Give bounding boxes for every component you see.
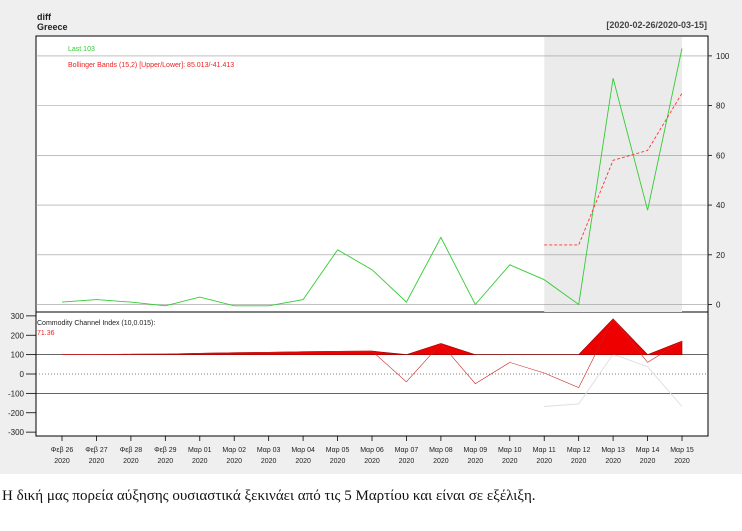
bollinger-label: Bollinger Bands (15,2) [Upper/Lower]: 85… (68, 62, 234, 69)
chart-svg: 0 20 40 60 80 100 300 200 100 0 -100 -200 -300 Φεβ 26… (8, 12, 730, 465)
xtick-year: 2020 (364, 458, 380, 465)
xtick-label: Μαρ 14 (636, 447, 660, 454)
chart-area: 0 20 40 60 80 100 300 200 100 0 -100 -200 -300 Φεβ 26… (0, 0, 742, 474)
xtick-label: Μαρ 12 (567, 447, 591, 454)
main-ytick-label: 60 (716, 151, 725, 160)
xtick-label: Μαρ 08 (429, 447, 453, 454)
xtick-label: Μαρ 01 (188, 447, 212, 454)
xtick-label: Μαρ 09 (464, 447, 488, 454)
xtick-year: 2020 (605, 458, 621, 465)
xtick-year: 2020 (226, 458, 242, 465)
xtick-year: 2020 (433, 458, 449, 465)
cci-ytick-label: 100 (11, 351, 25, 360)
last-label: Last 103 (68, 46, 95, 53)
xtick-label: Φεβ 27 (85, 447, 108, 454)
xtick-label: Φεβ 26 (51, 447, 74, 454)
cci-ytick-label: -200 (8, 409, 25, 418)
xtick-year: 2020 (674, 458, 690, 465)
cci-ytick-label: 200 (11, 331, 25, 340)
xtick-year: 2020 (192, 458, 208, 465)
xtick-label: Μαρ 11 (533, 447, 556, 454)
caption-text: Η δική μας πορεία αύξησης ουσιαστικά ξεκ… (2, 488, 536, 504)
cci-ytick-label: 0 (20, 370, 25, 379)
main-ytick-label: 20 (716, 251, 725, 260)
xtick-year: 2020 (536, 458, 552, 465)
xtick-year: 2020 (54, 458, 70, 465)
main-ytick-label: 0 (716, 301, 721, 310)
xtick-label: Μαρ 04 (291, 447, 315, 454)
xtick-year: 2020 (640, 458, 656, 465)
cci-line (62, 318, 683, 388)
chart-subtitle: Greece (37, 22, 68, 32)
xtick-year: 2020 (571, 458, 587, 465)
cci-label: Commodity Channel Index (10,0.015): (37, 320, 155, 327)
xtick-label: Μαρ 07 (395, 447, 419, 454)
xtick-label: Μαρ 10 (498, 447, 522, 454)
xtick-year: 2020 (502, 458, 518, 465)
xtick-label: Μαρ 06 (360, 447, 384, 454)
main-ytick-label: 100 (716, 52, 730, 61)
xtick-year: 2020 (295, 458, 311, 465)
bollinger-band-area (544, 37, 682, 312)
main-series-0 (61, 48, 683, 307)
main-ytick-label: 40 (716, 201, 725, 210)
xtick-label: Φεβ 28 (120, 447, 143, 454)
bollinger-shading (544, 37, 682, 312)
axes: 0 20 40 60 80 100 300 200 100 0 -100 -200 -300 Φεβ 26… (8, 52, 730, 465)
cci-series (61, 318, 683, 388)
xtick-year: 2020 (89, 458, 105, 465)
xtick-year: 2020 (399, 458, 415, 465)
date-range: [2020-02-26/2020-03-15] (606, 20, 707, 30)
cci-value-label: 71.36 (37, 330, 55, 337)
xtick-label: Μαρ 05 (326, 447, 350, 454)
chart-title: diff (37, 12, 52, 22)
xtick-label: Μαρ 02 (222, 447, 246, 454)
xtick-label: Μαρ 15 (670, 447, 694, 454)
xtick-year: 2020 (158, 458, 174, 465)
xtick-label: Φεβ 29 (154, 447, 177, 454)
cci-ytick-label: 300 (11, 312, 25, 321)
xtick-year: 2020 (123, 458, 139, 465)
cci-ytick-label: -300 (8, 428, 25, 437)
xtick-year: 2020 (468, 458, 484, 465)
xtick-year: 2020 (330, 458, 346, 465)
xtick-label: Μαρ 03 (257, 447, 281, 454)
main-series-1 (544, 92, 683, 246)
cci-ytick-label: -100 (8, 389, 25, 398)
xtick-year: 2020 (261, 458, 277, 465)
main-ytick-label: 80 (716, 102, 725, 111)
xtick-label: Μαρ 13 (601, 447, 625, 454)
